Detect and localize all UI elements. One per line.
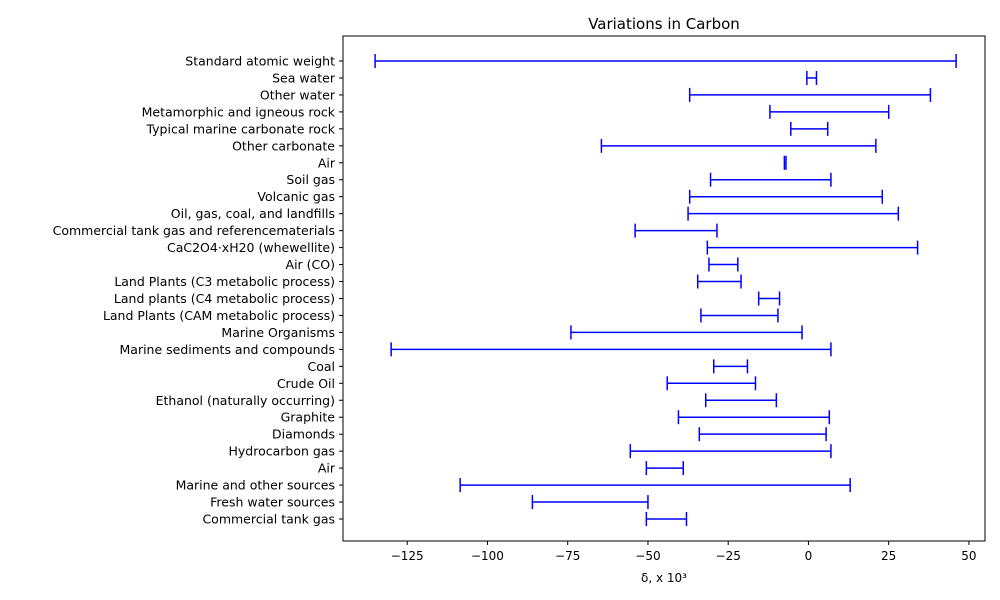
category-label: Standard atomic weight [185, 54, 335, 69]
plot-area [342, 35, 986, 542]
category-label: Land Plants (C3 metabolic process) [114, 274, 335, 289]
range-bar [769, 104, 890, 119]
x-tick-label: −75 [555, 549, 580, 563]
category-label: Air [318, 155, 336, 170]
category-label: Diamonds [272, 427, 335, 442]
x-tick-label: 0 [805, 549, 813, 563]
range-bar [600, 138, 877, 153]
category-label: Land Plants (CAM metabolic process) [103, 308, 335, 323]
category-label: Coal [307, 359, 335, 374]
range-bar [704, 393, 778, 408]
category-label: Graphite [281, 410, 336, 425]
range-bars [374, 54, 957, 526]
category-label: Air (CO) [286, 257, 335, 272]
x-tick-label: 25 [881, 549, 896, 563]
category-label: Air [318, 461, 336, 476]
x-axis-ticks: −125 −100 −75 −50 −25 0 25 50 [391, 541, 977, 563]
x-axis-label: δ, x 10³ [641, 571, 687, 585]
category-label: Land plants (C4 metabolic process) [114, 291, 335, 306]
category-label: Other water [260, 87, 336, 102]
category-label: Volcanic gas [257, 189, 335, 204]
range-bar [459, 478, 851, 493]
x-tick-label: −50 [635, 549, 660, 563]
range-bar [634, 223, 718, 238]
category-label: Other carbonate [232, 138, 335, 153]
category-label: Crude Oil [277, 376, 335, 391]
range-bar [783, 155, 787, 170]
category-label: Marine and other sources [176, 478, 335, 493]
category-label: Commercial tank gas [202, 512, 335, 527]
category-label: Oil, gas, coal, and landfills [171, 206, 335, 221]
chart-title: Variations in Carbon [588, 15, 740, 33]
x-tick-label: 50 [961, 549, 976, 563]
category-label: Soil gas [286, 172, 335, 187]
range-bar [713, 359, 749, 374]
x-tick-label: −125 [391, 549, 424, 563]
x-tick-label: −100 [471, 549, 504, 563]
range-bar [708, 257, 739, 272]
range-bar [696, 274, 742, 289]
range-bar [645, 512, 688, 526]
category-label: Typical marine carbonate rock [145, 121, 335, 136]
range-bar [666, 376, 757, 391]
range-bar [687, 206, 900, 221]
category-label: Marine Organisms [221, 325, 335, 340]
range-bar [700, 308, 779, 323]
category-label: CaC2O4·xH20 (whewellite) [167, 240, 335, 255]
range-bar [629, 444, 832, 459]
range-bar [709, 172, 832, 187]
range-bar [688, 189, 884, 204]
range-bar [390, 342, 832, 357]
category-label: Sea water [272, 70, 336, 85]
category-label: Metamorphic and igneous rock [142, 104, 336, 119]
range-bar [688, 87, 932, 102]
category-label: Ethanol (naturally occurring) [156, 393, 335, 408]
range-bar [374, 54, 957, 68]
range-bar [677, 410, 831, 425]
range-bar [706, 240, 919, 255]
category-label: Commercial tank gas and referencemateria… [53, 223, 335, 238]
x-tick-label: −25 [716, 549, 741, 563]
range-bar [757, 291, 781, 306]
category-label: Fresh water sources [210, 495, 335, 510]
range-bar [790, 121, 829, 136]
range-bar [531, 495, 649, 510]
category-label: Hydrocarbon gas [228, 444, 335, 459]
range-bar [806, 70, 818, 85]
range-bar [698, 427, 827, 442]
range-bar [570, 325, 803, 340]
range-bar [645, 461, 685, 476]
category-label: Marine sediments and compounds [120, 342, 336, 357]
